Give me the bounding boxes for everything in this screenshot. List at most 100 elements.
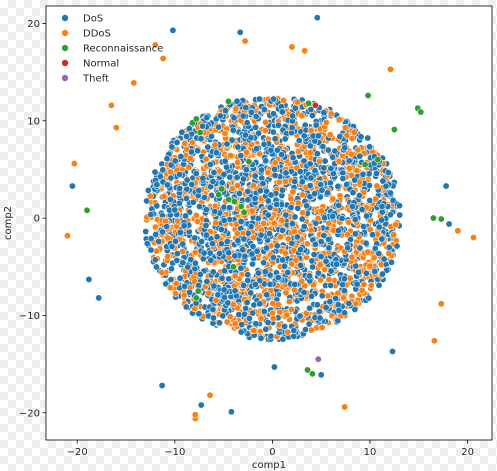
scatter-point-dos (336, 133, 344, 141)
scatter-point-dos (311, 240, 319, 248)
scatter-point-dos (325, 235, 332, 243)
scatter-point-dos (371, 244, 379, 252)
scatter-point-dos (215, 123, 223, 131)
scatter-point-ddos (307, 326, 315, 334)
scatter-point-dos (211, 208, 219, 216)
scatter-point-reconnaissance (437, 215, 445, 223)
scatter-point-ddos (221, 129, 229, 137)
scatter-point-dos (335, 201, 343, 209)
scatter-point-ddos (345, 164, 353, 172)
scatter-point-dos (396, 202, 403, 210)
scatter-point-dos (168, 265, 175, 273)
scatter-point-ddos (348, 253, 356, 261)
scatter-point-ddos (274, 301, 282, 309)
scatter-point-dos (280, 262, 288, 270)
scatter-point-dos (233, 97, 241, 105)
scatter-point-dos (209, 177, 217, 185)
scatter-point-dos (317, 252, 325, 260)
scatter-point-dos (158, 382, 166, 389)
scatter-point-dos (379, 270, 386, 278)
scatter-point-dos (168, 143, 176, 151)
scatter-point-dos (260, 259, 268, 267)
scatter-point-dos (262, 157, 270, 165)
scatter-point-dos (293, 233, 301, 241)
scatter-point-ddos (347, 150, 355, 158)
scatter-point-ddos (298, 191, 306, 199)
scatter-point-ddos (269, 314, 277, 322)
scatter-point-ddos (249, 182, 257, 190)
scatter-point-dos (363, 212, 371, 220)
scatter-point-dos (300, 289, 308, 296)
scatter-point-reconnaissance (304, 366, 311, 374)
scatter-point-reconnaissance (361, 161, 369, 169)
scatter-point-dos (266, 230, 273, 238)
scatter-point-dos (311, 190, 319, 198)
scatter-point-ddos (318, 324, 326, 331)
scatter-point-dos (327, 267, 335, 275)
scatter-point-dos (183, 132, 191, 140)
scatter-point-ddos (261, 127, 269, 135)
y-axis-ticks: −20 −10 0 10 20 (19, 19, 46, 419)
x-axis-label: comp1 (252, 460, 286, 471)
scatter-point-dos (306, 182, 314, 190)
scatter-point-dos (240, 175, 247, 183)
scatter-point-dos (269, 128, 277, 136)
scatter-point-ddos (322, 119, 330, 126)
scatter-point-dos (291, 280, 299, 288)
scatter-point-dos (382, 182, 390, 190)
scatter-point-ddos (167, 168, 174, 176)
scatter-point-dos (442, 182, 450, 190)
scatter-point-dos (143, 197, 151, 205)
scatter-point-dos (309, 263, 317, 271)
scatter-point-ddos (390, 230, 397, 238)
scatter-point-dos (264, 197, 272, 205)
scatter-point-ddos (317, 276, 325, 284)
scatter-point-dos (249, 243, 257, 250)
scatter-point-dos (247, 223, 255, 231)
scatter-point-dos (178, 128, 186, 136)
scatter-point-dos (256, 300, 264, 308)
scatter-point-dos (212, 149, 220, 157)
scatter-point-ddos (288, 306, 295, 313)
scatter-point-ddos (173, 217, 181, 225)
scatter-point-dos (300, 132, 308, 140)
scatter-point-dos (355, 268, 363, 276)
scatter-point-dos (384, 169, 392, 177)
scatter-point-dos (168, 243, 176, 251)
scatter-point-dos (225, 249, 233, 257)
scatter-point-dos (385, 243, 393, 251)
scatter-point-ddos (172, 289, 179, 297)
scatter-point-dos (365, 170, 373, 178)
scatter-point-dos (238, 321, 246, 328)
scatter-point-dos (270, 110, 277, 118)
scatter-point-dos (273, 200, 281, 208)
scatter-point-dos (314, 132, 322, 140)
scatter-point-dos (151, 168, 159, 176)
scatter-point-ddos (298, 277, 306, 285)
scatter-point-dos (169, 26, 177, 34)
scatter-point-reconnaissance (229, 263, 237, 271)
scatter-point-ddos (260, 220, 268, 228)
scatter-point-dos (260, 106, 268, 113)
scatter-point-dos (359, 170, 367, 178)
scatter-point-dos (291, 104, 299, 112)
scatter-point-dos (366, 197, 374, 204)
scatter-point-ddos (70, 160, 78, 168)
scatter-point-dos (322, 257, 330, 265)
scatter-point-dos (191, 234, 199, 242)
scatter-point-dos (306, 142, 314, 150)
x-tick-label: 20 (461, 447, 474, 458)
scatter-point-dos (189, 198, 197, 206)
scatter-point-dos (175, 199, 183, 207)
scatter-point-dos (279, 335, 287, 343)
scatter-point-reconnaissance (237, 203, 245, 210)
scatter-point-dos (255, 269, 262, 277)
scatter-point-dos (206, 249, 214, 257)
scatter-point-dos (181, 282, 189, 290)
scatter-point-dos (256, 277, 264, 285)
scatter-point-dos (264, 319, 272, 326)
scatter-point-reconnaissance (215, 191, 223, 199)
scatter-point-dos (271, 135, 279, 143)
y-tick-label: −20 (19, 408, 40, 419)
scatter-point-dos (152, 231, 160, 238)
